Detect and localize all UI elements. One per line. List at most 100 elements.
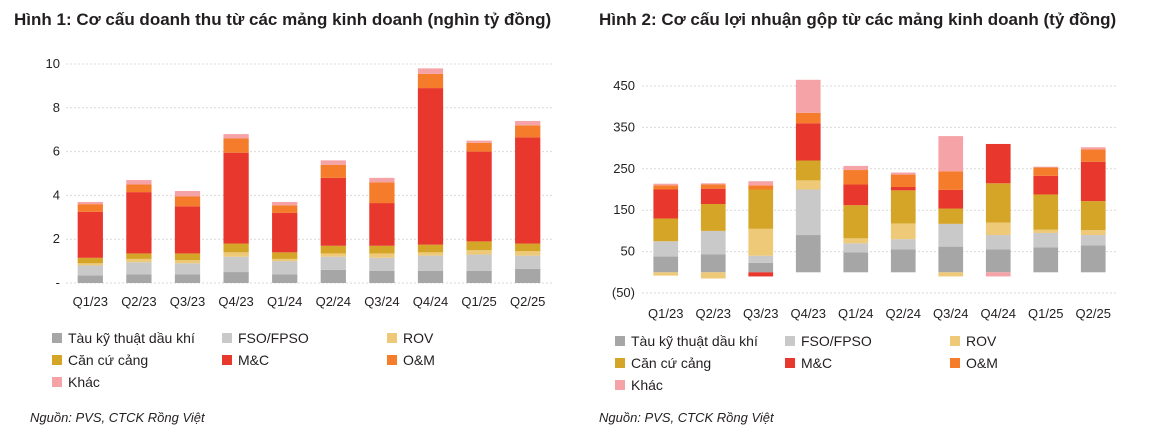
y-tick-label: 6	[53, 144, 60, 159]
x-tick-label: Q2/24	[316, 294, 351, 309]
bar-segment	[1033, 194, 1059, 230]
bar-segment	[272, 258, 298, 262]
bar-segment	[795, 160, 821, 181]
bar-segment	[223, 243, 249, 253]
bar-segment	[515, 251, 541, 256]
y-tick-label: 450	[613, 78, 635, 93]
bar-segment	[515, 125, 541, 138]
bar-segment	[985, 143, 1011, 184]
bar-segment	[1033, 167, 1059, 176]
bar-segment	[890, 190, 916, 224]
bar-segment	[466, 140, 492, 143]
bar-segment	[320, 164, 346, 178]
bar-segment	[700, 203, 726, 231]
bar-segment	[369, 245, 395, 254]
bar-segment	[515, 243, 541, 252]
legend-item: ROV	[387, 330, 433, 346]
chart-title: Hình 2: Cơ cấu lợi nhuận gộp từ các mảng…	[599, 10, 1117, 29]
bar-segment	[748, 262, 774, 273]
bar-segment	[1033, 232, 1059, 248]
legend-label: O&M	[966, 355, 998, 371]
legend-swatch	[950, 358, 960, 368]
chart-source: Nguồn: PVS, CTCK Rồng Việt	[30, 410, 205, 425]
bar-segment	[843, 243, 869, 253]
legend-item: Khác	[52, 374, 100, 390]
legend-swatch	[52, 355, 62, 365]
legend-label: Căn cứ cảng	[68, 352, 149, 368]
bar-segment	[843, 252, 869, 273]
bar-segment	[890, 239, 916, 250]
gross-profit-stacked-bar-chart: (50) 50 150 250 350 450 Q1/23 Q2/23 Q3/23 Q4/23 Q1…	[612, 78, 1117, 321]
bar-segment	[126, 258, 152, 263]
bar-segment	[320, 269, 346, 283]
bar-segment	[77, 201, 103, 205]
bar-segment	[466, 142, 492, 152]
bar-segment	[126, 274, 152, 283]
bar-segment	[795, 180, 821, 190]
y-tick-label: 150	[613, 202, 635, 217]
bar-segment	[417, 255, 444, 271]
bar-segment	[466, 151, 492, 242]
bar-segment	[843, 205, 869, 239]
bar-segment	[1080, 230, 1106, 236]
bar-segment	[515, 268, 541, 283]
chart-source: Nguồn: PVS, CTCK Rồng Việt	[599, 410, 774, 425]
legend-label: FSO/FPSO	[801, 333, 872, 349]
x-tick-label: Q3/24	[933, 306, 968, 321]
bar-segment	[1080, 149, 1106, 162]
bar-segment	[700, 272, 726, 279]
legend-item: Khác	[615, 377, 663, 393]
x-tick-label: Q4/24	[981, 306, 1016, 321]
y-tick-label: -	[56, 275, 60, 290]
bar-segment	[272, 205, 298, 213]
bar-segment	[938, 246, 964, 273]
bar-segment	[77, 211, 103, 258]
bar-segment	[369, 257, 395, 271]
x-tick-label: Q4/23	[218, 294, 253, 309]
y-tick-label: 4	[53, 187, 60, 202]
legend-label: Căn cứ cảng	[631, 355, 712, 371]
legend-label: Tàu kỹ thuật dầu khí	[631, 333, 758, 349]
bar-segment	[653, 183, 679, 186]
x-tick-label: Q1/25	[1028, 306, 1063, 321]
bar-segment	[985, 249, 1011, 273]
bar-segment	[985, 183, 1011, 223]
legend-swatch	[615, 336, 625, 346]
bar-segment	[126, 180, 152, 185]
bar-segment	[369, 203, 395, 246]
bar-segment	[417, 73, 444, 89]
bar-segment	[320, 177, 346, 246]
x-tick-label: Q1/23	[73, 294, 108, 309]
bar-segment	[700, 230, 726, 255]
bar-segment	[938, 136, 964, 172]
bar-segment	[653, 241, 679, 257]
legend-label: ROV	[403, 330, 434, 346]
bar-segment	[748, 255, 774, 263]
bar-segment	[466, 254, 492, 271]
bar-segment	[515, 137, 541, 244]
legend-swatch	[387, 355, 397, 365]
bar-segment	[890, 187, 916, 191]
bar-segment	[174, 253, 201, 261]
bar-segment	[795, 123, 821, 161]
legend-swatch	[222, 333, 232, 343]
bar-segment	[1033, 166, 1059, 168]
bar-segment	[985, 222, 1011, 236]
bar-segment	[1080, 235, 1106, 246]
bar-segment	[748, 272, 774, 277]
y-tick-label: 8	[53, 100, 60, 115]
legend-swatch	[785, 336, 795, 346]
bar-segment	[223, 134, 249, 139]
bar-segment	[843, 238, 869, 244]
bar-segment	[653, 256, 679, 273]
bar-segment	[77, 257, 103, 264]
legend-swatch	[785, 358, 795, 368]
bar-segment	[174, 196, 201, 207]
bar-segment	[653, 272, 679, 276]
bar-segment	[126, 192, 152, 254]
bar-segment	[748, 228, 774, 256]
bar-segment	[843, 165, 869, 171]
revenue-stacked-bar-chart: - 2 4 6 8 10 Q1/23 Q2/23 Q3/23 Q4/23 Q1/24 Q2/24 Q3/…	[46, 56, 552, 309]
bar-segment	[700, 254, 726, 273]
bar-segment	[320, 256, 346, 270]
